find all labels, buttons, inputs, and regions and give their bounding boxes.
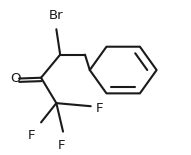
Text: F: F bbox=[57, 139, 65, 152]
Text: Br: Br bbox=[49, 9, 64, 22]
Text: F: F bbox=[96, 102, 103, 115]
Text: O: O bbox=[11, 72, 21, 85]
Text: F: F bbox=[28, 128, 35, 142]
